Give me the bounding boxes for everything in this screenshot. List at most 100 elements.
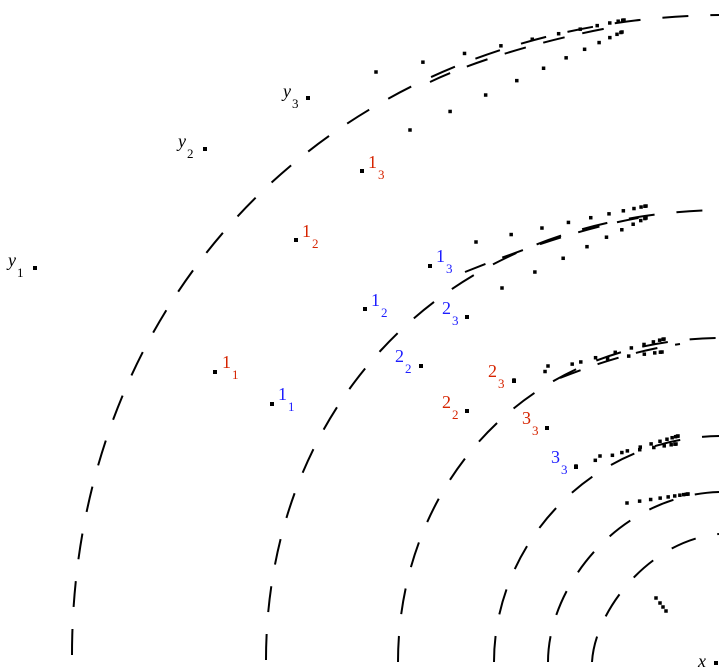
point-dot — [652, 445, 656, 450]
point-dot — [674, 442, 678, 446]
point-dot — [294, 238, 298, 242]
point-dot — [637, 499, 642, 503]
point-dot — [626, 354, 631, 358]
point-dot — [607, 212, 611, 216]
dashed-arc — [559, 343, 681, 379]
label-subscript: 2 — [187, 146, 194, 161]
point-dot — [644, 216, 648, 220]
point-dot — [574, 464, 578, 468]
point-dot — [428, 264, 432, 268]
point-dot — [360, 169, 364, 173]
point-dot — [620, 228, 624, 232]
point-dot — [465, 409, 469, 413]
point-dot — [670, 435, 674, 440]
label-subscript: 3 — [532, 423, 539, 438]
point-dot — [605, 356, 610, 361]
point-dot — [666, 495, 670, 499]
label-main: y — [6, 250, 16, 270]
label-b33: 33 — [551, 447, 568, 477]
point-dot — [474, 240, 478, 244]
point-dot — [270, 402, 274, 406]
label-subscript: 1 — [17, 265, 24, 280]
point-dot — [610, 453, 615, 458]
point-dot — [625, 501, 629, 505]
point-dot — [621, 209, 626, 213]
point-dot — [419, 364, 423, 368]
point-dot — [631, 222, 635, 226]
label-subscript: 3 — [378, 167, 385, 182]
point-dot — [374, 70, 378, 74]
point-dot — [578, 27, 582, 31]
point-dot — [649, 442, 653, 446]
point-dot — [673, 434, 678, 439]
label-main: 1 — [436, 246, 445, 266]
label-x: x — [697, 651, 706, 668]
label-b23: 23 — [442, 298, 459, 328]
point-dots — [33, 18, 718, 665]
label-main: 2 — [442, 392, 451, 412]
point-dot — [561, 256, 565, 261]
label-main: 3 — [522, 408, 531, 428]
point-dot — [662, 337, 666, 341]
label-main: 3 — [551, 447, 560, 467]
label-y2: y2 — [176, 131, 194, 161]
label-subscript: 3 — [452, 313, 459, 328]
point-dot — [608, 21, 612, 25]
dashed-arcs — [71, 14, 719, 663]
point-dot — [615, 32, 619, 37]
point-dot — [579, 360, 583, 364]
point-dot — [515, 78, 519, 83]
point-dot — [639, 205, 643, 209]
label-main: 1 — [222, 352, 231, 372]
label-r11: 11 — [222, 352, 239, 382]
dashed-arc — [71, 14, 719, 656]
label-main: 1 — [371, 290, 380, 310]
point-dot — [620, 30, 624, 34]
point-dot — [661, 605, 665, 609]
point-dot — [588, 215, 593, 220]
point-dot — [585, 244, 589, 249]
point-dot — [662, 444, 666, 448]
point-dot — [483, 93, 488, 97]
point-dot — [625, 449, 630, 453]
point-dot — [672, 494, 677, 498]
label-main: y — [176, 131, 186, 151]
point-dot — [629, 346, 634, 350]
point-dot — [582, 47, 587, 52]
label-subscript: 1 — [288, 399, 295, 414]
label-b12: 12 — [371, 290, 388, 320]
point-dot — [613, 350, 617, 355]
label-subscript: 1 — [232, 367, 239, 382]
point-dot — [637, 447, 642, 452]
point-dot — [512, 378, 516, 382]
label-subscript: 3 — [498, 376, 505, 391]
label-main: 2 — [395, 346, 404, 366]
label-subscript: 3 — [292, 96, 299, 111]
point-dot — [556, 31, 561, 36]
point-dot — [598, 454, 602, 458]
point-dot — [622, 18, 626, 22]
point-dot — [509, 232, 513, 237]
point-dot — [533, 270, 537, 274]
point-dot — [564, 56, 568, 60]
label-main: 2 — [442, 298, 451, 318]
point-dot — [657, 338, 662, 342]
point-dot — [658, 496, 662, 500]
point-dot — [570, 362, 574, 366]
point-dot — [543, 369, 547, 374]
label-subscript: 2 — [452, 407, 459, 422]
point-dot — [593, 458, 598, 463]
point-dot — [660, 350, 664, 354]
label-b22: 22 — [395, 346, 412, 376]
point-dot — [620, 450, 624, 455]
point-dot — [658, 439, 662, 444]
point-dot — [665, 437, 669, 441]
point-dot — [632, 206, 636, 211]
point-dot — [681, 492, 686, 497]
point-dot — [638, 218, 643, 223]
label-r33: 33 — [522, 408, 539, 438]
point-dot — [678, 493, 682, 497]
label-main: x — [697, 651, 706, 668]
